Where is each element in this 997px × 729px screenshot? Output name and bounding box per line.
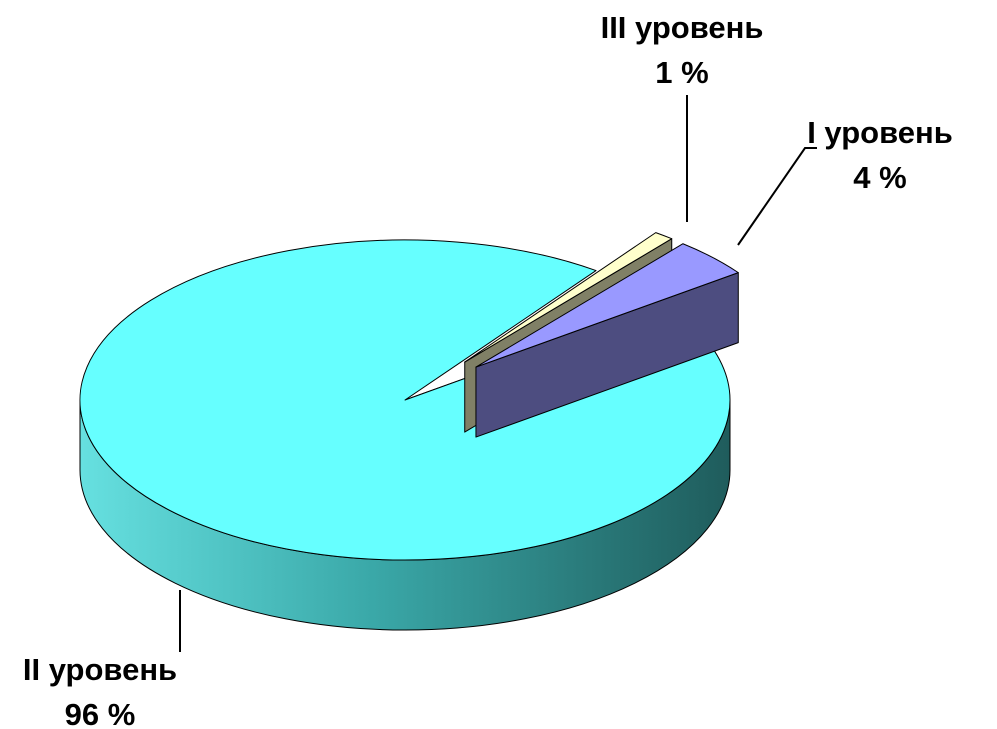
slice xyxy=(475,243,739,368)
pie xyxy=(79,232,739,631)
slice-label: III уровень xyxy=(601,10,764,45)
slice-value-label: 1 % xyxy=(655,55,708,90)
slice-label: II уровень xyxy=(23,652,177,687)
slice-value-label: 4 % xyxy=(853,160,906,195)
slice xyxy=(464,232,673,363)
slice-value-label: 96 % xyxy=(65,697,136,729)
slice xyxy=(79,239,731,561)
leader-line xyxy=(737,147,817,246)
slice-label: I уровень xyxy=(807,115,953,150)
